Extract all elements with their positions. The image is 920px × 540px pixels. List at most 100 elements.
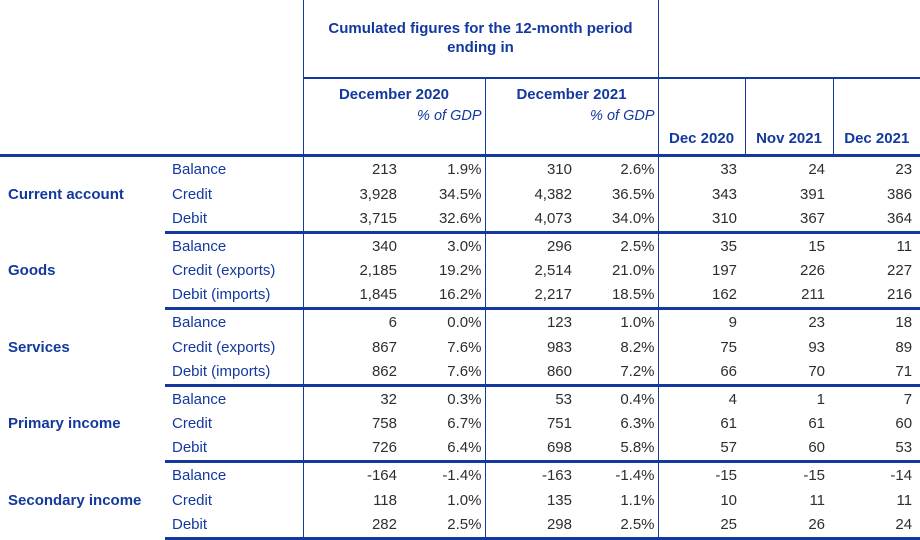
cell-value: 2,217: [484, 282, 575, 311]
cell-value: -14: [890, 467, 913, 485]
cell-value: 7.6%: [400, 359, 485, 387]
cell-value: 60: [745, 435, 834, 464]
row-label: Credit: [172, 491, 213, 509]
row-label: Debit: [165, 435, 303, 464]
cell-value: 862: [302, 359, 400, 387]
cell-value: 61: [808, 415, 826, 433]
cell-value: 1.9%: [447, 161, 482, 179]
row-label: Balance: [172, 161, 227, 179]
cell-value: -163: [484, 461, 575, 489]
cumulated-title: Cumulated figures for the 12-month perio…: [302, 0, 659, 79]
cell-value: 2.5%: [575, 512, 659, 540]
cell-value: 4: [657, 385, 746, 412]
cell-value: 2,185: [302, 258, 400, 283]
cell-value: -15: [657, 461, 746, 489]
cell-value: 1.0%: [620, 314, 655, 332]
cell-value: 0.4%: [620, 390, 655, 408]
cell-value: 2.6%: [620, 161, 655, 179]
row-label: Debit (imports): [165, 359, 303, 387]
month-header-nov2021: Nov 2021: [744, 77, 834, 158]
period-header-dec2021: December 2021 % of GDP: [484, 77, 659, 158]
cell-value: 32: [302, 385, 400, 412]
table-row: Debit 282 2.5% 298 2.5% 25 26 24: [0, 512, 920, 540]
row-label: Balance: [172, 467, 227, 485]
cell-value: 57: [657, 435, 746, 464]
cell-value: 19.2%: [438, 262, 482, 280]
cell-value: 0.0%: [447, 314, 482, 332]
cell-value: 70: [745, 359, 834, 387]
table-body: Current account Balance 213 1.9% 310 2.6% 33 24…: [0, 155, 920, 540]
table-row: Debit 3,715 32.6% 4,073 34.0% 310 367 364: [0, 206, 920, 234]
cell-value: 10: [657, 488, 746, 513]
cell-value: 367: [745, 206, 834, 234]
row-label: Balance: [172, 314, 227, 332]
table-row: Credit (exports) 867 7.6% 983 8.2% 75 93 89: [0, 335, 920, 360]
cell-value: 11: [809, 491, 826, 509]
table-row: Goods Balance 340 3.0% 296 2.5% 35 15 11: [0, 232, 920, 279]
cell-value: 1,845: [302, 282, 400, 311]
cell-value: 282: [302, 512, 400, 540]
cell-value: 26: [745, 512, 834, 540]
row-label: Balance: [172, 390, 227, 408]
table-row: Debit (imports) 862 7.6% 860 7.2% 66 70 71: [0, 359, 920, 387]
header-spacer-left2: [0, 77, 303, 158]
cell-value: 3,715: [302, 206, 400, 234]
cell-value: 216: [833, 282, 920, 311]
row-label: Debit: [165, 206, 303, 234]
cell-value: -164: [302, 461, 400, 489]
cell-value: 227: [887, 262, 913, 280]
cell-value: -15: [803, 467, 826, 485]
header-row-columns: December 2020 % of GDP December 2021 % o…: [0, 77, 920, 158]
cell-value: 6.7%: [447, 415, 482, 433]
cell-value: 726: [302, 435, 400, 464]
table-row: Credit (exports) 2,185 19.2% 2,514 21.0% 197 2…: [0, 258, 920, 283]
cell-value: 860: [484, 359, 575, 387]
cell-value: 197: [657, 258, 746, 283]
table-row: Credit 758 6.7% 751 6.3% 61 61 60: [0, 411, 920, 436]
table-row: Debit (imports) 1,845 16.2% 2,217 18.5% 162 21…: [0, 282, 920, 311]
cell-value: 391: [799, 185, 826, 203]
pct-of-gdp-label: % of GDP: [417, 107, 482, 124]
cell-value: 7: [903, 390, 913, 408]
cell-value: 11: [896, 491, 913, 509]
cell-value: 1: [816, 390, 826, 408]
cell-value: 2.5%: [620, 237, 655, 255]
cell-value: 3,928: [302, 182, 400, 207]
cell-value: 53: [484, 385, 575, 412]
table-row: Credit 118 1.0% 135 1.1% 10 11 11: [0, 488, 920, 513]
group-name: Current account: [8, 186, 124, 204]
cell-value: 364: [833, 206, 920, 234]
cell-value: 343: [657, 182, 746, 207]
cell-value: 15: [808, 237, 826, 255]
pct-of-gdp-label: % of GDP: [590, 107, 655, 124]
cell-value: 18.5%: [575, 282, 659, 311]
cell-value: 123: [484, 308, 575, 336]
cell-value: 53: [833, 435, 920, 464]
cell-value: 226: [799, 262, 826, 280]
month-header-dec2020: Dec 2020: [657, 77, 746, 158]
cell-value: 23: [895, 161, 913, 179]
cell-value: 18: [895, 314, 913, 332]
cell-value: -1.4%: [615, 467, 655, 485]
cell-value: 66: [657, 359, 746, 387]
cell-value: 162: [657, 282, 746, 311]
cell-value: 118: [302, 488, 400, 513]
table-row: Secondary income Balance -164 -1.4% -163 -1.4…: [0, 461, 920, 509]
cell-value: 867: [302, 335, 400, 360]
cell-value: 6.3%: [620, 415, 655, 433]
cell-value: 310: [484, 155, 575, 183]
cell-value: 135: [484, 488, 575, 513]
cell-value: 6.4%: [400, 435, 485, 464]
cell-value: 89: [895, 338, 913, 356]
group-name: Goods: [8, 262, 56, 280]
cell-value: 35: [657, 232, 746, 259]
cell-value: 296: [484, 232, 575, 259]
header-row-title: Cumulated figures for the 12-month perio…: [0, 0, 920, 79]
row-label: Debit: [165, 512, 303, 540]
cell-value: 213: [302, 155, 400, 183]
cell-value: 7.2%: [575, 359, 659, 387]
cell-value: 24: [808, 161, 826, 179]
cell-value: 2,514: [484, 258, 575, 283]
table-row: Debit 726 6.4% 698 5.8% 57 60 53: [0, 435, 920, 464]
